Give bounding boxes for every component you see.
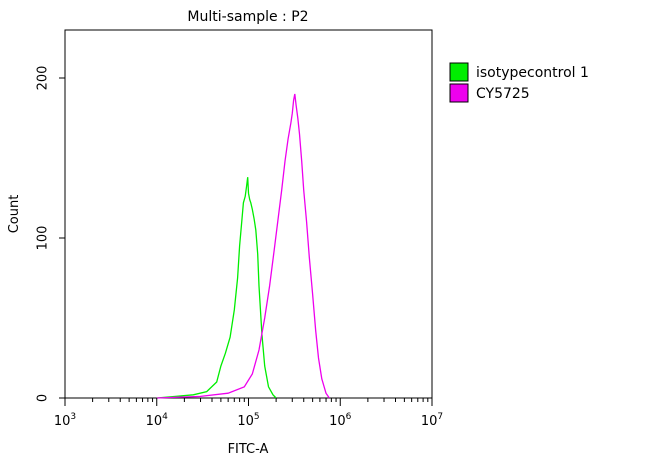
plot-area-frame — [64, 29, 433, 399]
y-axis: 0 100 200 — [36, 66, 65, 402]
series-curves — [156, 93, 330, 399]
y-tick-label: 100 — [36, 226, 51, 251]
y-tick-label: 200 — [36, 66, 51, 91]
x-tick-label: 103 — [54, 412, 76, 429]
legend-swatch — [449, 62, 469, 82]
legend-label: isotypecontrol 1 — [476, 65, 589, 81]
x-axis-label: FITC-A — [228, 442, 269, 457]
y-axis-label: Count — [7, 195, 22, 234]
chart-title: Multi-sample : P2 — [187, 9, 308, 25]
legend-swatch — [449, 83, 469, 103]
legend-label: CY5725 — [476, 86, 530, 102]
y-tick-label: 0 — [36, 394, 51, 402]
x-tick-label: 104 — [146, 412, 169, 429]
x-axis: 103 104 105 106 107 — [54, 398, 443, 429]
x-tick-label: 107 — [421, 412, 443, 429]
x-tick-label: 105 — [237, 412, 259, 429]
x-tick-label: 106 — [329, 412, 352, 429]
legend: isotypecontrol 1 CY5725 — [449, 62, 589, 103]
series-line — [156, 93, 330, 399]
series-line — [156, 177, 277, 399]
